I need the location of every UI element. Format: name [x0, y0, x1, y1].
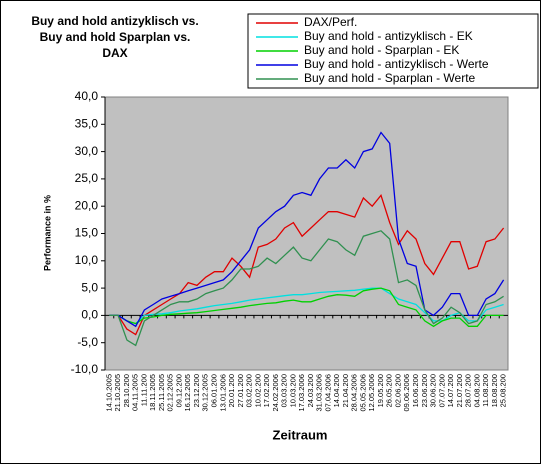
x-tick-label: 07.04.2006 — [323, 374, 332, 412]
data-line — [109, 193, 505, 336]
x-tick-label: 30.12.2005 — [201, 374, 210, 412]
x-tick-label: 31.03.2006 — [315, 374, 324, 412]
legend-label: DAX/Perf. — [304, 15, 357, 29]
data-line — [109, 131, 505, 328]
y-tick-label: 30,0 — [75, 144, 99, 158]
x-tick-label: 23.12.200 — [192, 374, 201, 407]
x-tick-label: 04.08.200 — [472, 374, 481, 407]
y-tick-label: 25,0 — [75, 171, 99, 185]
x-tick-label: 09.06.2006 — [402, 374, 411, 412]
legend-label: Buy and hold - Sparplan - EK — [304, 43, 459, 57]
y-tick-label: 20,0 — [75, 198, 99, 212]
x-tick-label: 11.11.200 — [139, 374, 148, 406]
x-tick-label: 03.02.200 — [245, 374, 254, 407]
x-tick-label: 11.08.200 — [481, 374, 490, 407]
y-tick-label: 10,0 — [75, 253, 99, 267]
x-tick-label: 28.10.200 — [122, 374, 131, 407]
x-tick-label: 14.10.2005 — [104, 374, 113, 412]
x-axis-label: Zeitraum — [273, 427, 328, 442]
legend-label: Buy and hold - Sparplan - Werte — [304, 71, 476, 85]
x-tick-label: 20.01.200 — [227, 374, 236, 407]
x-tick-label: 30.06.200 — [429, 374, 438, 407]
chart-title: Buy and hold antizyklisch vs. — [31, 14, 198, 28]
y-tick-label: 0,0 — [81, 308, 98, 322]
x-tick-label: 28.04.2006 — [350, 374, 359, 412]
x-tick-label: 18.11.2005 — [148, 374, 157, 411]
y-tick-label: -5,0 — [77, 335, 98, 349]
y-tick-label: 40,0 — [75, 89, 99, 103]
x-tick-label: 27.01.200 — [236, 374, 245, 407]
x-tick-label: 12.05.2006 — [367, 374, 376, 412]
y-tick-label: 35,0 — [75, 116, 99, 130]
x-tick-label: 04.11.2005 — [131, 374, 140, 411]
legend-label: Buy and hold - antizyklisch - EK — [304, 29, 473, 43]
x-tick-label: 25.08.200 — [499, 374, 508, 407]
x-tick-label: 14.07.200 — [446, 374, 455, 407]
x-tick-label: 26.05.200 — [385, 374, 394, 407]
x-tick-label: 24.02.2006 — [271, 374, 280, 412]
x-tick-label: 16.12.2005 — [183, 374, 192, 412]
data-line — [109, 287, 504, 328]
y-tick-label: -10,0 — [71, 362, 99, 376]
x-tick-label: 24.03.200 — [306, 374, 315, 407]
x-tick-label: 21.07.200 — [455, 374, 464, 407]
x-tick-label: 21.04.200 — [341, 374, 350, 407]
x-tick-label: 09.12.200 — [174, 374, 183, 407]
x-tick-label: 21.10.2005 — [113, 374, 122, 412]
x-tick-label: 16.06.200 — [411, 374, 420, 407]
x-tick-label: 10.03.200 — [288, 374, 297, 407]
data-line — [109, 230, 504, 347]
x-tick-label: 28.07.200 — [464, 374, 473, 407]
x-tick-label: 13.01.2006 — [218, 374, 227, 412]
x-tick-label: 02.06.200 — [393, 374, 402, 407]
x-tick-label: 02.12.2005 — [166, 374, 175, 412]
y-axis-label: Performance in % — [42, 195, 52, 271]
x-tick-label: 25.11.2005 — [157, 374, 166, 411]
x-tick-label: 23.06.200 — [420, 374, 429, 407]
plot-area — [104, 96, 509, 371]
x-tick-label: 06.01.200 — [209, 374, 218, 407]
x-tick-label: 18.08.200 — [490, 374, 499, 407]
x-tick-label: 19.05.200 — [376, 374, 385, 407]
x-tick-label: 17.03.2006 — [297, 374, 306, 412]
x-tick-label: 10.02.200 — [253, 374, 262, 407]
y-tick-label: 5,0 — [81, 280, 98, 294]
x-tick-label: 17.02.200 — [262, 374, 271, 407]
x-tick-label: 05.05.2006 — [358, 374, 367, 412]
chart-title: DAX — [102, 46, 127, 60]
legend-label: Buy and hold - antizyklisch - Werte — [304, 57, 489, 71]
x-tick-label: 07.07.200 — [437, 374, 446, 407]
x-tick-label: 03.03.200 — [280, 374, 289, 407]
y-tick-label: 15,0 — [75, 226, 99, 240]
chart-title: Buy and hold Sparplan vs. — [40, 30, 191, 44]
x-tick-label: 14.04.200 — [332, 374, 341, 407]
